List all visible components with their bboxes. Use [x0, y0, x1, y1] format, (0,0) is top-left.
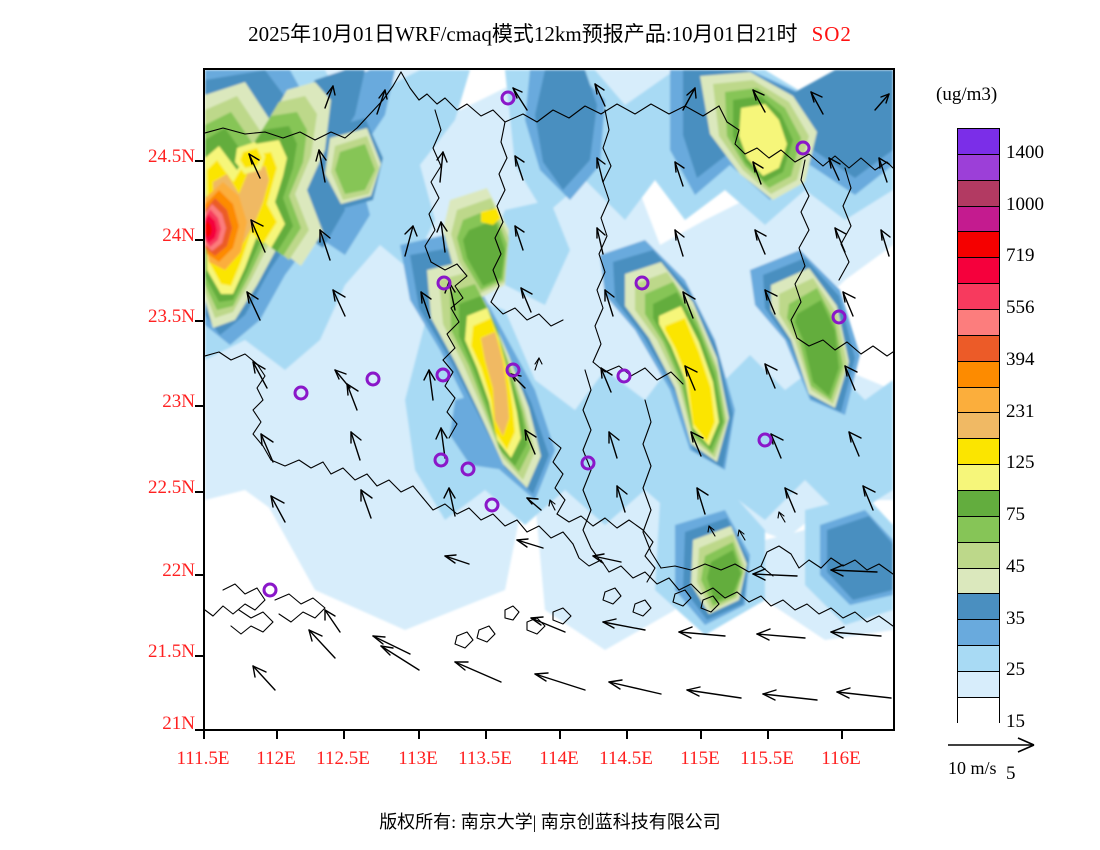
page-title: 2025年10月01日WRF/cmaq模式12km预报产品:10月01日21时 S… [0, 18, 1100, 48]
colorbar-tick-label: 125 [1006, 452, 1035, 474]
xtick-114-5E: 114.5E [599, 748, 653, 769]
xtick-115-5E: 115.5E [740, 748, 794, 769]
title-main-text: 2025年10月01日WRF/cmaq模式12km预报产品:10月01日21时 [248, 22, 798, 46]
colorbar-tick-label: 5 [1006, 762, 1016, 784]
xtick-114E: 114E [539, 748, 579, 769]
colorbar-band [958, 180, 999, 207]
colorbar-band [958, 594, 999, 621]
ytick-mark [195, 574, 203, 576]
colorbar-band [958, 232, 999, 259]
colorbar-band [958, 516, 999, 543]
colorbar-band [958, 568, 999, 595]
colorbar-tick-label: 15 [1006, 711, 1025, 732]
xtick-mark [418, 731, 420, 739]
colorbar-band [958, 387, 999, 414]
colorbar-tick-label: 394 [1006, 348, 1035, 370]
xtick-112-5E: 112.5E [316, 748, 370, 769]
colorbar-band [958, 646, 999, 673]
colorbar-tick-label: 1000 [1006, 193, 1044, 215]
xtick-mark [559, 731, 561, 739]
xtick-111-5E: 111.5E [176, 748, 230, 769]
xtick-116E: 116E [821, 748, 861, 769]
ytick-24N: 24N [162, 225, 195, 246]
station-marker-layer [262, 90, 847, 598]
colorbar-band [958, 206, 999, 233]
wind-vector-layer [246, 83, 892, 701]
wind-scale-key: 10 m/s [946, 736, 1076, 788]
colorbar-band [958, 413, 999, 440]
colorbar-band [958, 439, 999, 466]
ytick-mark [195, 320, 203, 322]
colorbar-units-label: (ug/m3) [936, 84, 998, 105]
xtick-113-5E: 113.5E [458, 748, 512, 769]
colorbar-tick-label: 719 [1006, 245, 1035, 267]
ytick-mark [195, 491, 203, 493]
xtick-mark [203, 731, 205, 739]
colorbar-band [958, 310, 999, 336]
colorbar-band [958, 465, 999, 492]
ytick-mark [195, 655, 203, 657]
xtick-mark [276, 731, 278, 739]
colorbar-band [958, 672, 999, 698]
colorbar-tick-label: 1400 [1006, 141, 1044, 163]
colorbar-band [958, 491, 999, 517]
colorbar-tick-label: 35 [1006, 607, 1025, 629]
filled-contour-layer [205, 70, 893, 650]
contour-map-canvas [205, 70, 893, 729]
map-plot-area[interactable] [203, 68, 895, 731]
xtick-112E: 112E [256, 748, 296, 769]
colorbar[interactable] [957, 128, 1000, 724]
ytick-22-5N: 22.5N [148, 477, 195, 498]
xtick-mark [767, 731, 769, 739]
ytick-mark [195, 160, 203, 162]
colorbar-band [958, 258, 999, 285]
colorbar-tick-label: 231 [1006, 400, 1035, 422]
ytick-mark [195, 405, 203, 407]
copyright-footer: 版权所有: 南京大学| 南京创蓝科技有限公司 [379, 812, 721, 832]
wind-scale-label: 10 m/s [948, 758, 997, 778]
ytick-21-5N: 21.5N [148, 641, 195, 662]
ytick-21N: 21N [162, 713, 195, 734]
colorbar-tick-label: 45 [1006, 555, 1025, 577]
xtick-113E: 113E [398, 748, 438, 769]
ytick-23N: 23N [162, 391, 195, 412]
colorbar-band [958, 284, 999, 311]
title-species-label: SO2 [811, 22, 852, 46]
ytick-mark [195, 729, 203, 731]
colorbar-band [958, 542, 999, 569]
ytick-24-5N: 24.5N [148, 146, 195, 167]
wind-arrow-icon [948, 737, 1035, 753]
colorbar-band [958, 697, 999, 724]
xtick-mark [841, 731, 843, 739]
ytick-22N: 22N [162, 560, 195, 581]
boundary-lines-layer [205, 71, 893, 649]
xtick-mark [700, 731, 702, 739]
colorbar-tick-label: 75 [1006, 504, 1025, 526]
colorbar-band [958, 361, 999, 388]
ytick-mark [195, 239, 203, 241]
xtick-mark [626, 731, 628, 739]
xtick-mark [343, 731, 345, 739]
colorbar-tick-label: 25 [1006, 659, 1025, 681]
colorbar-band [958, 129, 999, 155]
colorbar-band [958, 154, 999, 181]
colorbar-tick-label: 556 [1006, 297, 1035, 319]
xtick-115E: 115E [680, 748, 720, 769]
colorbar-band [958, 335, 999, 362]
xtick-mark [485, 731, 487, 739]
ytick-23-5N: 23.5N [148, 306, 195, 327]
colorbar-band [958, 620, 999, 647]
